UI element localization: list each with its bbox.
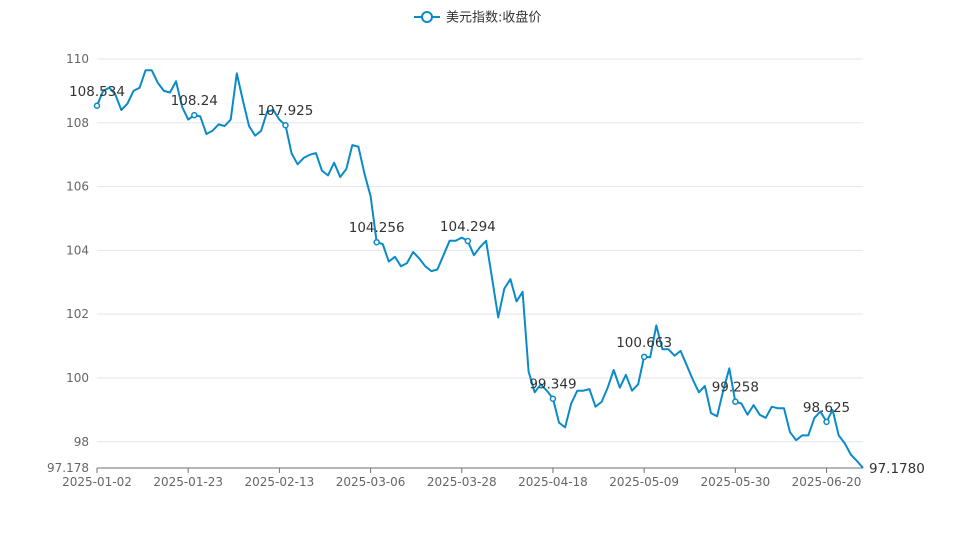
data-label: 108.24 bbox=[171, 93, 218, 109]
x-tick-label: 2025-01-02 bbox=[62, 475, 132, 489]
y-tick-label: 102 bbox=[66, 307, 89, 321]
data-label: 99.258 bbox=[712, 380, 759, 396]
y-tick-label: 106 bbox=[66, 180, 89, 194]
series bbox=[96, 69, 864, 469]
data-point-marker[interactable] bbox=[549, 395, 557, 402]
grid bbox=[97, 58, 863, 443]
data-point-marker[interactable] bbox=[732, 398, 739, 405]
data-label: 104.256 bbox=[349, 220, 405, 236]
legend-label: 美元指数:收盘价 bbox=[446, 10, 541, 26]
x-tick-label: 2025-06-20 bbox=[792, 475, 862, 489]
y-tick-label: 108 bbox=[66, 116, 89, 130]
x-tick-label: 2025-05-30 bbox=[700, 475, 770, 489]
series-markers bbox=[93, 102, 830, 426]
data-point-marker[interactable] bbox=[640, 353, 648, 361]
x-tick-label: 2025-03-06 bbox=[336, 475, 406, 489]
data-label: 99.349 bbox=[529, 377, 576, 393]
y-axis: 98 100 102 104 106 108 110 97.178 bbox=[47, 52, 89, 475]
data-point-marker[interactable] bbox=[464, 237, 472, 245]
series-line bbox=[96, 69, 864, 469]
data-point-marker[interactable] bbox=[93, 102, 101, 110]
y-tick-label: 104 bbox=[66, 243, 89, 257]
x-tick-label: 2025-05-09 bbox=[609, 475, 679, 489]
end-value-label: 97.1780 bbox=[869, 461, 925, 477]
x-tick-label: 2025-02-13 bbox=[245, 475, 315, 489]
data-label: 98.625 bbox=[803, 400, 850, 416]
x-tick-label: 2025-03-28 bbox=[427, 475, 497, 489]
data-label: 104.294 bbox=[440, 219, 496, 235]
data-point-marker[interactable] bbox=[823, 418, 830, 426]
x-tick-label: 2025-01-23 bbox=[153, 475, 223, 489]
data-label: 100.663 bbox=[616, 335, 672, 351]
x-tick-label: 2025-04-18 bbox=[518, 475, 588, 489]
data-point-marker[interactable] bbox=[191, 111, 198, 119]
data-point-marker[interactable] bbox=[282, 121, 289, 129]
data-label: 108.534 bbox=[69, 84, 125, 100]
x-axis: 2025-01-02 2025-01-23 2025-02-13 2025-03-06… bbox=[62, 467, 863, 489]
data-point-marker[interactable] bbox=[373, 238, 380, 246]
y-tick-label: 100 bbox=[66, 371, 89, 385]
y-min-label: 97.178 bbox=[47, 461, 89, 475]
legend-marker-icon bbox=[421, 11, 433, 23]
legend[interactable]: 美元指数:收盘价 bbox=[414, 10, 541, 26]
y-tick-label: 98 bbox=[74, 435, 89, 449]
data-label: 107.925 bbox=[258, 103, 314, 119]
y-tick-label: 110 bbox=[66, 52, 89, 66]
data-labels: 108.534 108.24 107.925 104.256 104.294 99.349… bbox=[69, 84, 925, 477]
